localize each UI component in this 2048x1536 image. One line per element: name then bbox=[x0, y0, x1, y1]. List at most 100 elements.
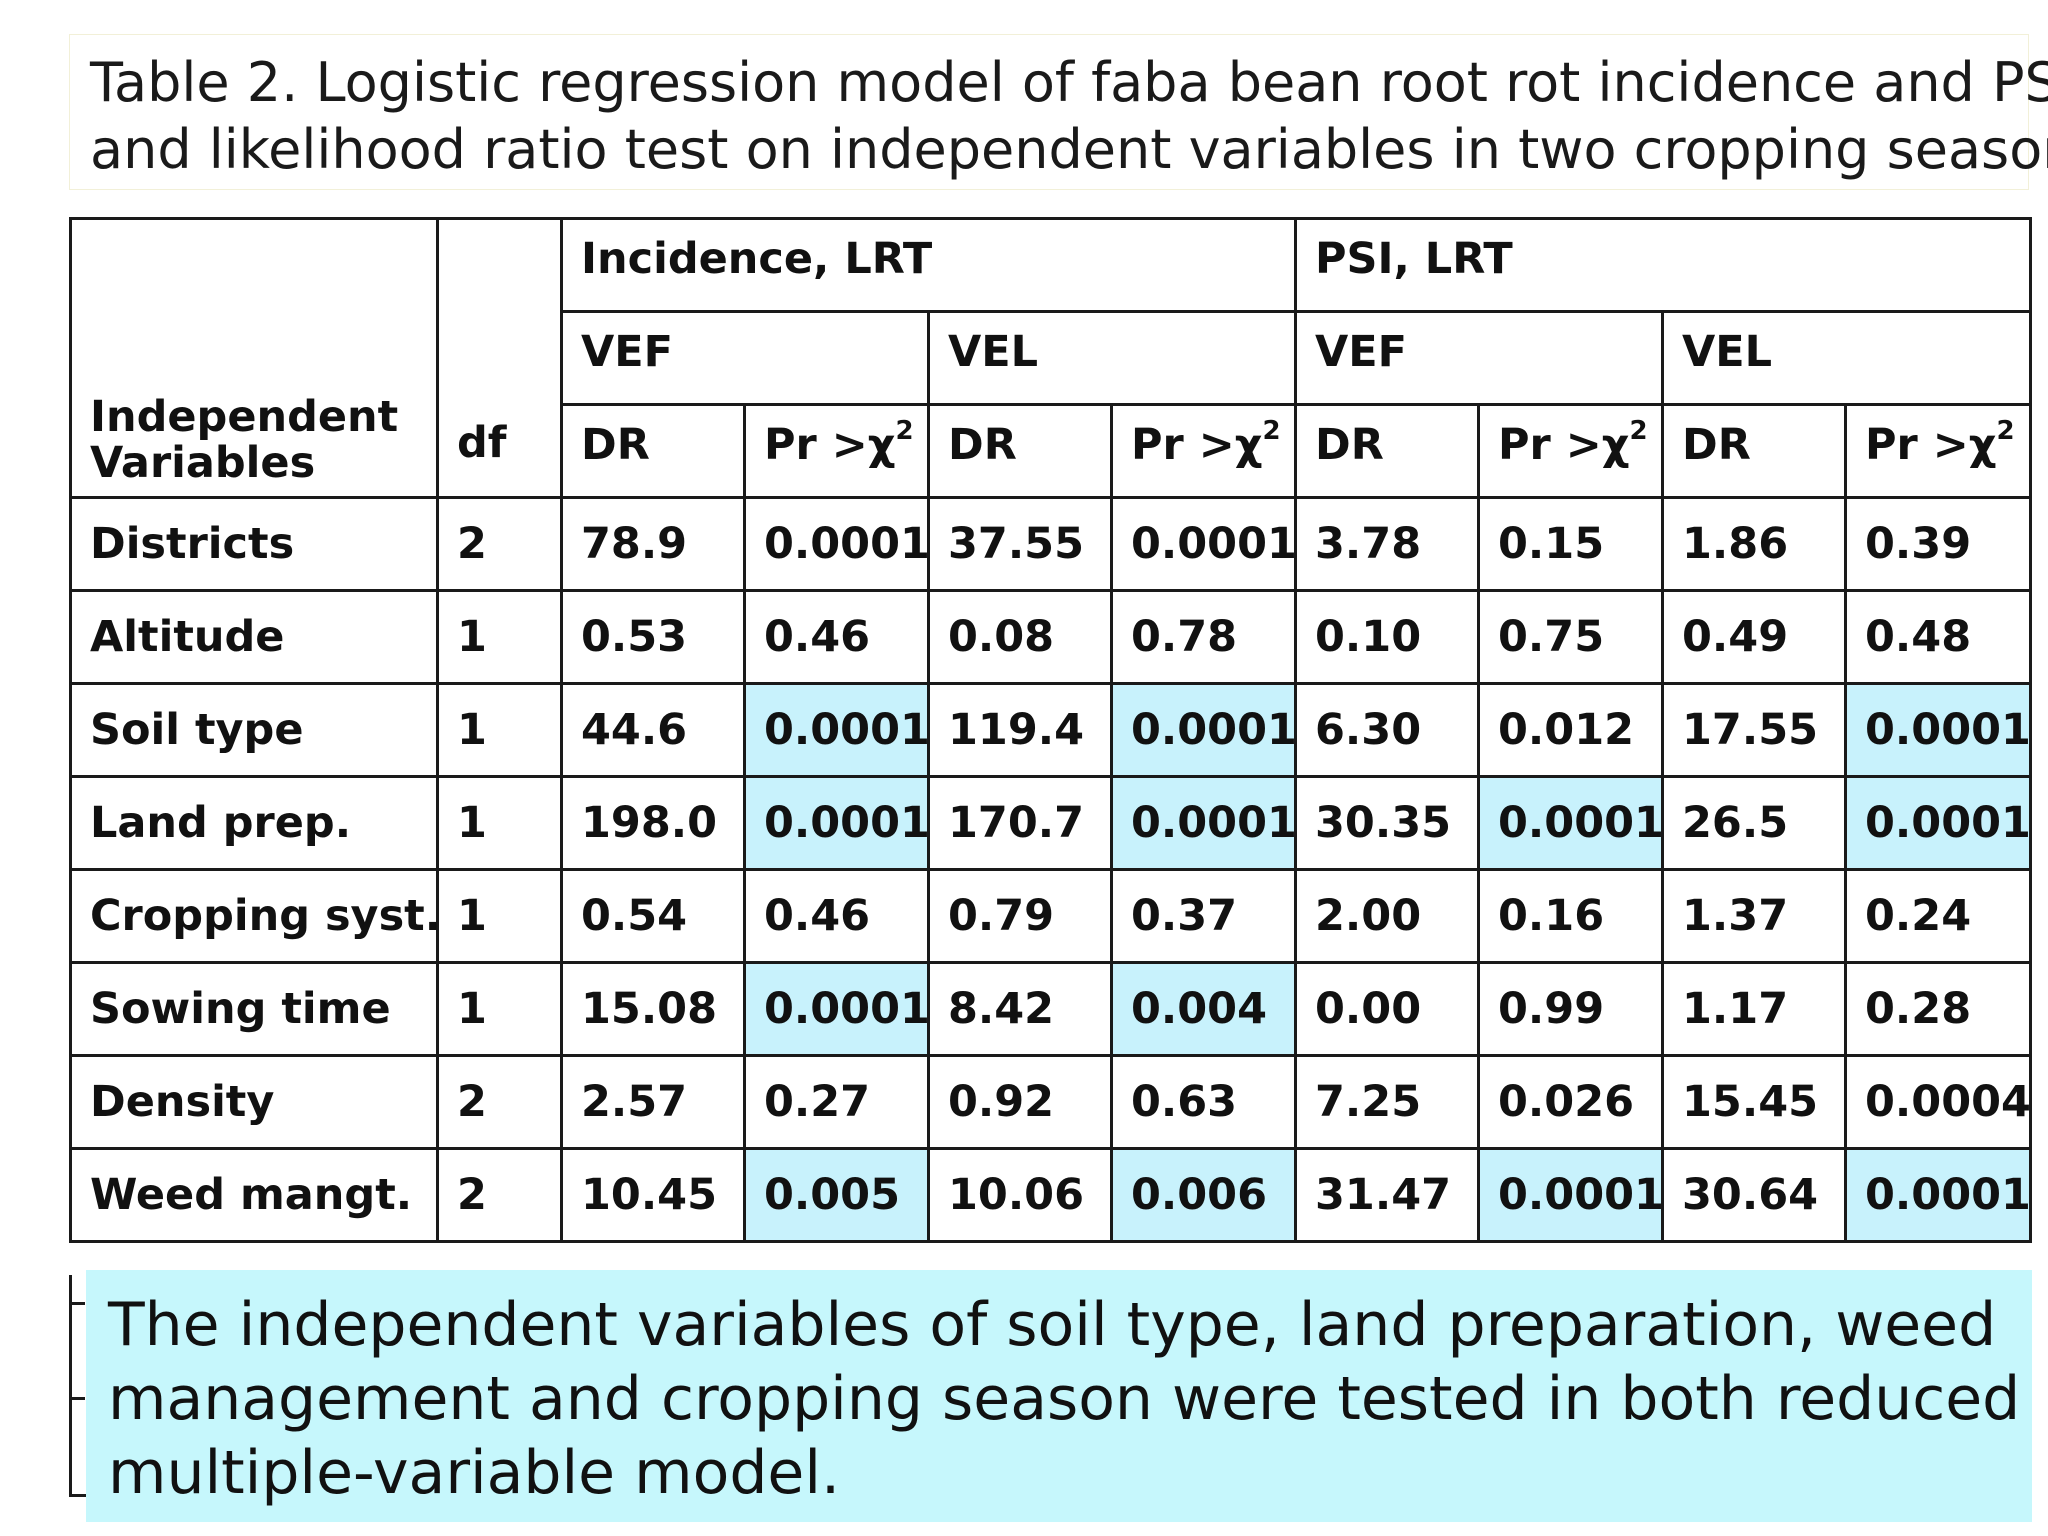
dr-value-cell: 10.45 bbox=[560, 1147, 746, 1243]
table-row: Land prep. 1 198.0 0.0001 170.7 0.0001 30.35 0.… bbox=[69, 775, 2033, 871]
pr-value-cell: 0.0001 bbox=[1844, 1147, 2033, 1243]
dr-value-cell: 44.6 bbox=[560, 682, 746, 778]
caption-line-1: Table 2. Logistic regression model of fa… bbox=[90, 51, 2048, 114]
psi-vel-header: VEL bbox=[1661, 310, 2033, 406]
regression-table: Independent Variables df Incidence, LRT … bbox=[69, 217, 2033, 1243]
pr-value-cell: 0.46 bbox=[743, 589, 930, 685]
pr-value-cell: 0.0001 bbox=[743, 682, 930, 778]
pr-value-cell: 0.78 bbox=[1109, 589, 1298, 685]
note-line-2: management and cropping season were test… bbox=[108, 1364, 2021, 1434]
dr-value-cell: 15.45 bbox=[1661, 1054, 1848, 1150]
df-cell: 1 bbox=[436, 775, 563, 871]
variable-name-cell: Districts bbox=[69, 496, 439, 592]
variable-name-cell: Altitude bbox=[69, 589, 439, 685]
psi-vef-header: VEF bbox=[1294, 310, 1665, 406]
pr-value-cell: 0.16 bbox=[1477, 868, 1665, 964]
pr-value-cell: 0.0001 bbox=[1109, 496, 1298, 592]
table-row-line-stub bbox=[69, 1302, 85, 1305]
dr-value-cell: 3.78 bbox=[1294, 496, 1481, 592]
dr-value-cell: 2.57 bbox=[560, 1054, 746, 1150]
dr-value-cell: 0.92 bbox=[927, 1054, 1113, 1150]
pr-value-cell: 0.012 bbox=[1477, 682, 1665, 778]
pr-value-cell: 0.63 bbox=[1109, 1054, 1298, 1150]
pr-value-cell: 0.46 bbox=[743, 868, 930, 964]
dr-value-cell: 78.9 bbox=[560, 496, 746, 592]
pr-value-cell: 0.0001 bbox=[1844, 682, 2033, 778]
df-cell: 2 bbox=[436, 1147, 563, 1243]
header-row-3: DR Pr >χ2 DR Pr >χ2 DR Pr >χ2 DR Pr >χ2 bbox=[71, 403, 2033, 499]
pr-value-cell: 0.0001 bbox=[743, 496, 930, 592]
summary-note: The independent variables of soil type, … bbox=[86, 1270, 2032, 1522]
dr-value-cell: 119.4 bbox=[927, 682, 1113, 778]
incidence-vel-header: VEL bbox=[926, 310, 1298, 406]
dr-value-cell: 0.53 bbox=[560, 589, 746, 685]
pr-value-cell: 0.15 bbox=[1477, 496, 1665, 592]
independent-variables-header: Independent Variables bbox=[69, 217, 439, 499]
dr-value-cell: 1.37 bbox=[1661, 868, 1848, 964]
pr-value-cell: 0.006 bbox=[1109, 1147, 1298, 1243]
pr-value-cell: 0.026 bbox=[1477, 1054, 1665, 1150]
table-row: Density 2 2.57 0.27 0.92 0.63 7.25 0.026 15.45 0.… bbox=[69, 1054, 2033, 1150]
dr-value-cell: 10.06 bbox=[927, 1147, 1113, 1243]
dr-value-cell: 170.7 bbox=[927, 775, 1113, 871]
dr-header: DR bbox=[1294, 403, 1481, 499]
pr-value-cell: 0.39 bbox=[1844, 496, 2033, 592]
dr-value-cell: 30.35 bbox=[1294, 775, 1481, 871]
dr-value-cell: 8.42 bbox=[927, 961, 1113, 1057]
pr-chi2-header: Pr >χ2 bbox=[1109, 403, 1298, 499]
note-line-1: The independent variables of soil type, … bbox=[108, 1290, 1997, 1360]
dr-value-cell: 0.54 bbox=[560, 868, 746, 964]
pr-chi2-header: Pr >χ2 bbox=[1477, 403, 1665, 499]
pr-value-cell: 0.0001 bbox=[1477, 1147, 1665, 1243]
dr-value-cell: 6.30 bbox=[1294, 682, 1481, 778]
pr-value-cell: 0.24 bbox=[1844, 868, 2033, 964]
dr-value-cell: 30.64 bbox=[1661, 1147, 1848, 1243]
dr-value-cell: 0.08 bbox=[927, 589, 1113, 685]
dr-header: DR bbox=[560, 403, 746, 499]
dr-header: DR bbox=[1661, 403, 1848, 499]
dr-value-cell: 2.00 bbox=[1294, 868, 1481, 964]
dr-value-cell: 0.10 bbox=[1294, 589, 1481, 685]
df-cell: 1 bbox=[436, 682, 563, 778]
pr-value-cell: 0.0001 bbox=[1109, 775, 1298, 871]
table-bottom-edge bbox=[69, 1275, 89, 1497]
pr-value-cell: 0.0001 bbox=[743, 775, 930, 871]
pr-value-cell: 0.0004 bbox=[1844, 1054, 2033, 1150]
dr-value-cell: 1.86 bbox=[1661, 496, 1848, 592]
header-row-2: VEF VEL VEF VEL bbox=[71, 310, 2033, 406]
dr-value-cell: 37.55 bbox=[927, 496, 1113, 592]
pr-chi2-header: Pr >χ2 bbox=[1844, 403, 2033, 499]
note-line-3: multiple-variable model. bbox=[108, 1438, 841, 1508]
header-row-1: Independent Variables df Incidence, LRT … bbox=[69, 217, 2033, 499]
pr-value-cell: 0.37 bbox=[1109, 868, 1298, 964]
variable-name-cell: Cropping syst. bbox=[69, 868, 441, 964]
pr-value-cell: 0.28 bbox=[1844, 961, 2033, 1057]
dr-value-cell: 0.79 bbox=[927, 868, 1113, 964]
incidence-lrt-header: Incidence, LRT bbox=[559, 217, 1298, 313]
table-row: Weed mangt. 2 10.45 0.005 10.06 0.006 31.47 0.0… bbox=[69, 1147, 2033, 1243]
dr-header: DR bbox=[927, 403, 1113, 499]
dr-value-cell: 26.5 bbox=[1661, 775, 1848, 871]
pr-value-cell: 0.27 bbox=[743, 1054, 930, 1150]
table-caption: Table 2. Logistic regression model of fa… bbox=[69, 34, 2048, 190]
df-cell: 2 bbox=[436, 496, 563, 592]
variable-name-cell: Weed mangt. bbox=[69, 1147, 439, 1243]
pr-value-cell: 0.0001 bbox=[1109, 682, 1298, 778]
variable-name-cell: Soil type bbox=[69, 682, 439, 778]
df-cell: 2 bbox=[436, 1054, 563, 1150]
pr-value-cell: 0.004 bbox=[1109, 961, 1298, 1057]
table-row: Altitude 1 0.53 0.46 0.08 0.78 0.10 0.75 0.49 0.4… bbox=[69, 589, 2033, 685]
dr-value-cell: 17.55 bbox=[1661, 682, 1848, 778]
incidence-vef-header: VEF bbox=[560, 310, 930, 406]
pr-value-cell: 0.0001 bbox=[1844, 775, 2033, 871]
pr-value-cell: 0.48 bbox=[1844, 589, 2033, 685]
df-cell: 1 bbox=[436, 961, 563, 1057]
psi-lrt-header: PSI, LRT bbox=[1294, 217, 2033, 313]
pr-chi2-header: Pr >χ2 bbox=[743, 403, 930, 499]
variable-name-cell: Land prep. bbox=[69, 775, 439, 871]
dr-value-cell: 198.0 bbox=[560, 775, 746, 871]
dr-value-cell: 7.25 bbox=[1294, 1054, 1481, 1150]
table-row: Sowing time 1 15.08 0.0001 8.42 0.004 0.00 0.99… bbox=[69, 961, 2033, 1057]
dr-value-cell: 0.49 bbox=[1661, 589, 1848, 685]
variable-name-cell: Density bbox=[69, 1054, 439, 1150]
